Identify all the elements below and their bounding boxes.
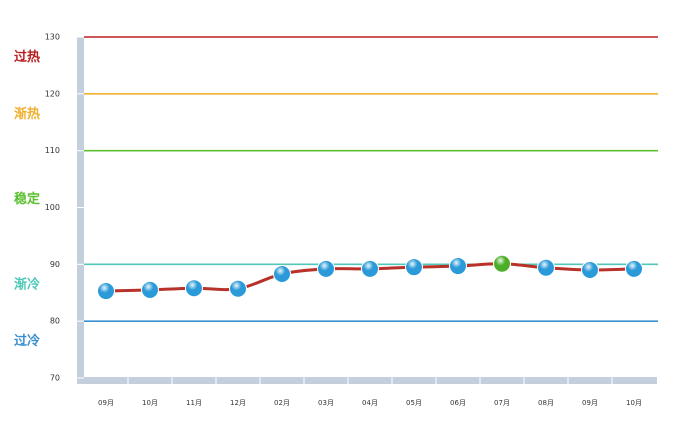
- x-tick-label: 08月: [538, 399, 554, 407]
- x-tick-label: 12月: [230, 399, 246, 407]
- zone-label: 渐热: [14, 106, 40, 122]
- x-axis-bar: [77, 377, 657, 384]
- point-shine: [142, 281, 158, 298]
- x-tick-label: 06月: [450, 399, 466, 407]
- zone-label: 渐冷: [14, 276, 40, 292]
- y-tick-label: 70: [50, 374, 60, 383]
- zone-label: 过冷: [14, 333, 40, 349]
- y-tick-label: 90: [50, 260, 60, 269]
- y-tick-label: 100: [45, 203, 60, 212]
- y-tick-label: 110: [45, 146, 60, 155]
- point-shine: [406, 259, 422, 276]
- point-shine: [450, 258, 466, 275]
- point-shine: [98, 283, 114, 300]
- x-tick-label: 11月: [186, 399, 202, 407]
- x-tick-label: 09月: [582, 399, 598, 407]
- point-shine: [626, 260, 642, 277]
- point-shine: [494, 255, 510, 272]
- x-tick-label: 10月: [626, 399, 642, 407]
- x-tick-label: 02月: [274, 399, 290, 407]
- point-shine: [274, 265, 290, 282]
- point-shine: [362, 260, 378, 277]
- x-tick-label: 03月: [318, 399, 334, 407]
- y-axis-bar: [77, 37, 84, 384]
- x-tick-label: 09月: [98, 399, 114, 407]
- point-shine: [230, 280, 246, 297]
- y-tick-label: 80: [50, 317, 60, 326]
- point-shine: [582, 262, 598, 279]
- x-tick-label: 04月: [362, 399, 378, 407]
- x-tick-label: 05月: [406, 399, 422, 407]
- y-tick-label: 130: [45, 33, 60, 42]
- zone-label: 过热: [14, 49, 40, 65]
- point-shine: [186, 280, 202, 297]
- x-tick-label: 10月: [142, 399, 158, 407]
- point-shine: [538, 259, 554, 276]
- x-tick-label: 07月: [494, 399, 510, 407]
- zone-label: 稳定: [14, 191, 40, 207]
- y-tick-label: 120: [45, 89, 60, 98]
- point-shine: [318, 260, 334, 277]
